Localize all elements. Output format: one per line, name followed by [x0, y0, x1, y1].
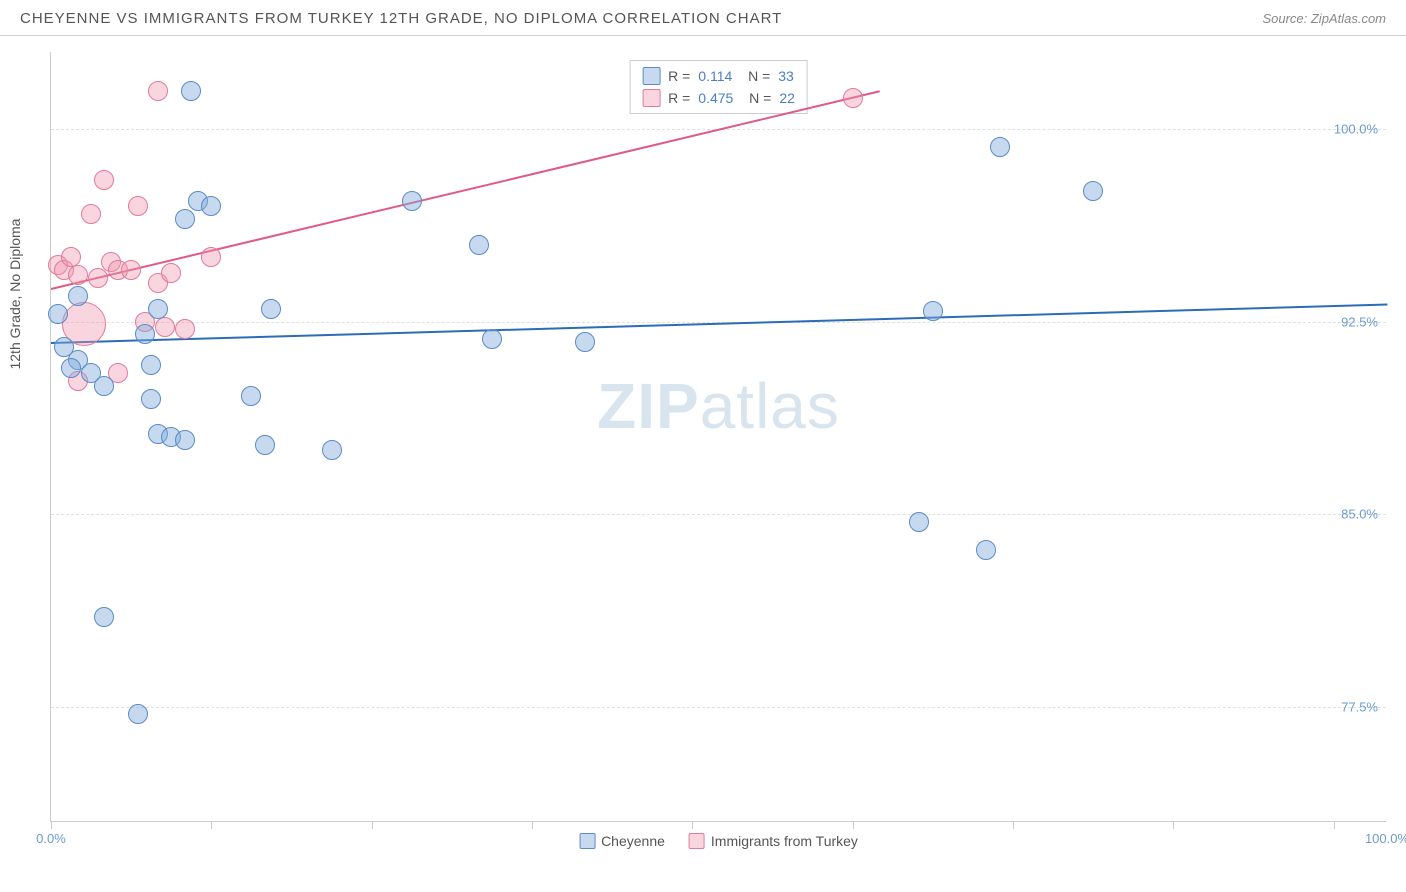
stats-pink-r: 0.475 [698, 90, 733, 106]
scatter-point-blue [68, 286, 88, 306]
scatter-point-blue [909, 512, 929, 532]
scatter-point-blue [482, 329, 502, 349]
scatter-point-pink [148, 81, 168, 101]
scatter-point-blue [148, 299, 168, 319]
scatter-point-blue [469, 235, 489, 255]
scatter-point-pink [843, 88, 863, 108]
legend-item-blue: Cheyenne [579, 833, 665, 849]
scatter-point-blue [201, 196, 221, 216]
scatter-point-pink [81, 204, 101, 224]
y-tick-label: 100.0% [1334, 122, 1378, 137]
y-tick-label: 85.0% [1341, 507, 1378, 522]
regression-line-blue [51, 304, 1387, 344]
scatter-point-pink [68, 265, 88, 285]
y-axis-label: 12th Grade, No Diploma [7, 219, 23, 370]
swatch-blue-icon [579, 833, 595, 849]
bottom-legend: Cheyenne Immigrants from Turkey [579, 833, 858, 849]
legend-item-pink: Immigrants from Turkey [689, 833, 858, 849]
scatter-point-blue [990, 137, 1010, 157]
scatter-point-blue [175, 430, 195, 450]
x-max-label: 100.0% [1365, 831, 1406, 846]
watermark: ZIPatlas [597, 369, 840, 443]
stats-blue-r: 0.114 [698, 68, 732, 84]
scatter-point-blue [94, 607, 114, 627]
x-tick [1013, 821, 1014, 829]
scatter-point-blue [175, 209, 195, 229]
stats-blue-n: 33 [778, 68, 794, 84]
scatter-point-blue [48, 304, 68, 324]
scatter-point-blue [1083, 181, 1103, 201]
scatter-point-blue [141, 389, 161, 409]
scatter-point-blue [255, 435, 275, 455]
x-tick [51, 821, 52, 829]
scatter-point-pink [94, 170, 114, 190]
swatch-blue-icon [642, 67, 660, 85]
stats-legend-box: R = 0.114 N = 33 R = 0.475 N = 22 [629, 60, 808, 114]
source-attribution: Source: ZipAtlas.com [1262, 11, 1386, 26]
regression-line-pink [51, 91, 880, 291]
scatter-point-blue [94, 376, 114, 396]
chart-header: CHEYENNE VS IMMIGRANTS FROM TURKEY 12TH … [0, 0, 1406, 36]
scatter-point-blue [61, 358, 81, 378]
scatter-point-blue [241, 386, 261, 406]
scatter-point-pink [121, 260, 141, 280]
x-tick [532, 821, 533, 829]
stats-row-pink: R = 0.475 N = 22 [642, 87, 795, 109]
stats-r-label: R = [668, 90, 690, 106]
stats-r-label: R = [668, 68, 690, 84]
watermark-zip: ZIP [597, 370, 700, 442]
x-min-label: 0.0% [36, 831, 66, 846]
swatch-pink-icon [689, 833, 705, 849]
scatter-point-blue [402, 191, 422, 211]
grid-line [51, 707, 1386, 708]
stats-row-blue: R = 0.114 N = 33 [642, 65, 795, 87]
watermark-atlas: atlas [700, 370, 840, 442]
stats-n-label: N = [740, 68, 770, 84]
scatter-point-blue [923, 301, 943, 321]
scatter-point-blue [261, 299, 281, 319]
swatch-pink-icon [642, 89, 660, 107]
stats-pink-n: 22 [779, 90, 795, 106]
grid-line [51, 514, 1386, 515]
scatter-point-blue [575, 332, 595, 352]
x-tick [853, 821, 854, 829]
scatter-point-pink [161, 263, 181, 283]
x-tick [372, 821, 373, 829]
scatter-point-pink [175, 319, 195, 339]
legend-blue-label: Cheyenne [601, 833, 665, 849]
scatter-point-pink [201, 247, 221, 267]
x-tick [1334, 821, 1335, 829]
scatter-point-blue [181, 81, 201, 101]
stats-n-label: N = [741, 90, 771, 106]
legend-pink-label: Immigrants from Turkey [711, 833, 858, 849]
plot-area: ZIPatlas R = 0.114 N = 33 R = 0.475 N = … [50, 52, 1386, 822]
scatter-point-pink [128, 196, 148, 216]
scatter-point-blue [135, 324, 155, 344]
scatter-point-pink [155, 317, 175, 337]
scatter-point-blue [128, 704, 148, 724]
y-tick-label: 92.5% [1341, 314, 1378, 329]
scatter-point-blue [976, 540, 996, 560]
y-tick-label: 77.5% [1341, 699, 1378, 714]
chart-title: CHEYENNE VS IMMIGRANTS FROM TURKEY 12TH … [20, 10, 782, 27]
x-tick [692, 821, 693, 829]
x-tick [1173, 821, 1174, 829]
chart-container: 12th Grade, No Diploma ZIPatlas R = 0.11… [50, 52, 1386, 822]
scatter-point-blue [141, 355, 161, 375]
x-tick [211, 821, 212, 829]
scatter-point-blue [322, 440, 342, 460]
